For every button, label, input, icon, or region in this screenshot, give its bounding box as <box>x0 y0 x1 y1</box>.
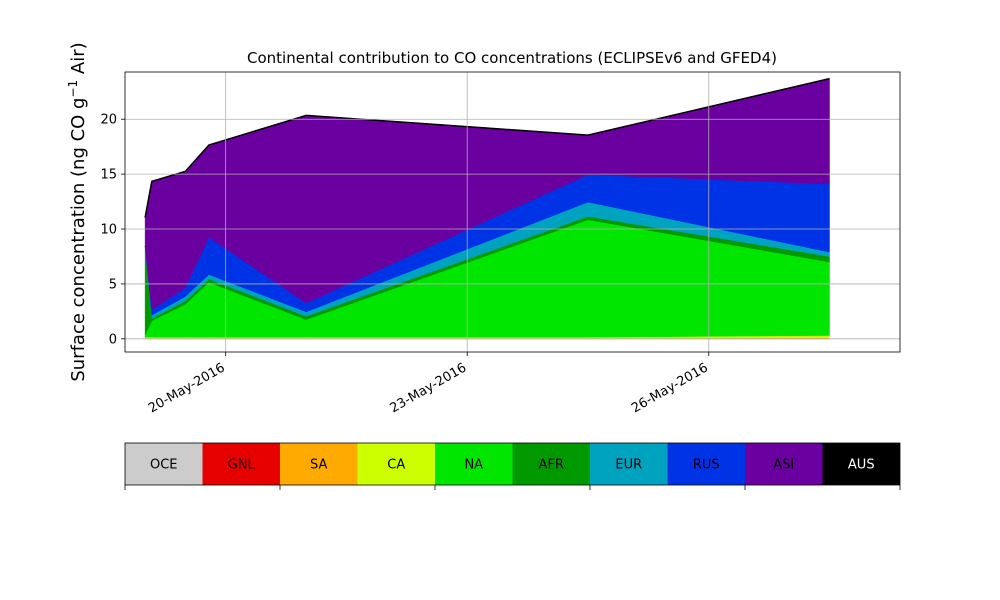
legend-label-sa: SA <box>310 458 327 473</box>
plot-area: 0 5 10 15 20 20-May-2016 23-May-2016 26-May-201… <box>100 71 901 416</box>
x-tick-label: 23-May-2016 <box>388 360 470 416</box>
legend-swatch-gnl <box>202 443 280 485</box>
legend-label-oce: OCE <box>150 458 178 473</box>
legend-swatch-eur <box>590 443 668 485</box>
x-tick-label: 20-May-2016 <box>146 360 228 416</box>
legend-label-eur: EUR <box>615 458 642 473</box>
y-axis-label-main: Surface concentration (ng CO g <box>68 98 89 382</box>
y-tick-label: 10 <box>100 223 117 238</box>
legend-label-rus: RUS <box>693 458 720 473</box>
y-tick-label: 5 <box>109 277 117 292</box>
legend-swatch-sa <box>280 443 358 485</box>
y-axis-label-sup: −1 <box>66 80 80 98</box>
y-axis-label-tail: Air) <box>68 42 89 79</box>
legend-swatch-ca <box>357 443 435 485</box>
legend-swatch-oce <box>125 443 203 485</box>
plot-frame <box>124 71 901 353</box>
x-tick-label: 26-May-2016 <box>629 360 711 416</box>
chart-title: Continental contribution to CO concentra… <box>247 49 777 67</box>
legend-swatch-aus <box>822 443 900 485</box>
y-tick-label: 15 <box>100 168 117 183</box>
y-tick-label: 0 <box>109 332 117 347</box>
legend-label-asi: ASI <box>773 458 794 473</box>
legend-swatch-afr <box>512 443 590 485</box>
legend-swatch-na <box>435 443 513 485</box>
legend-frame <box>124 442 901 486</box>
y-axis-label: Surface concentration (ng CO g−1 Air) <box>66 42 89 381</box>
legend-label-ca: CA <box>387 458 405 473</box>
legend-label-aus: AUS <box>848 458 875 473</box>
legend-label-na: NA <box>464 458 483 473</box>
legend-label-afr: AFR <box>539 458 564 473</box>
legend-swatch-rus <box>667 443 745 485</box>
total-outline <box>144 77 830 218</box>
legend-colorbar: OCE GNL SA CA NA AFR EUR RUS ASI AUS <box>124 442 901 490</box>
y-tick-label: 20 <box>100 113 117 128</box>
legend-swatch-asi <box>745 443 823 485</box>
legend-label-gnl: GNL <box>228 458 256 473</box>
